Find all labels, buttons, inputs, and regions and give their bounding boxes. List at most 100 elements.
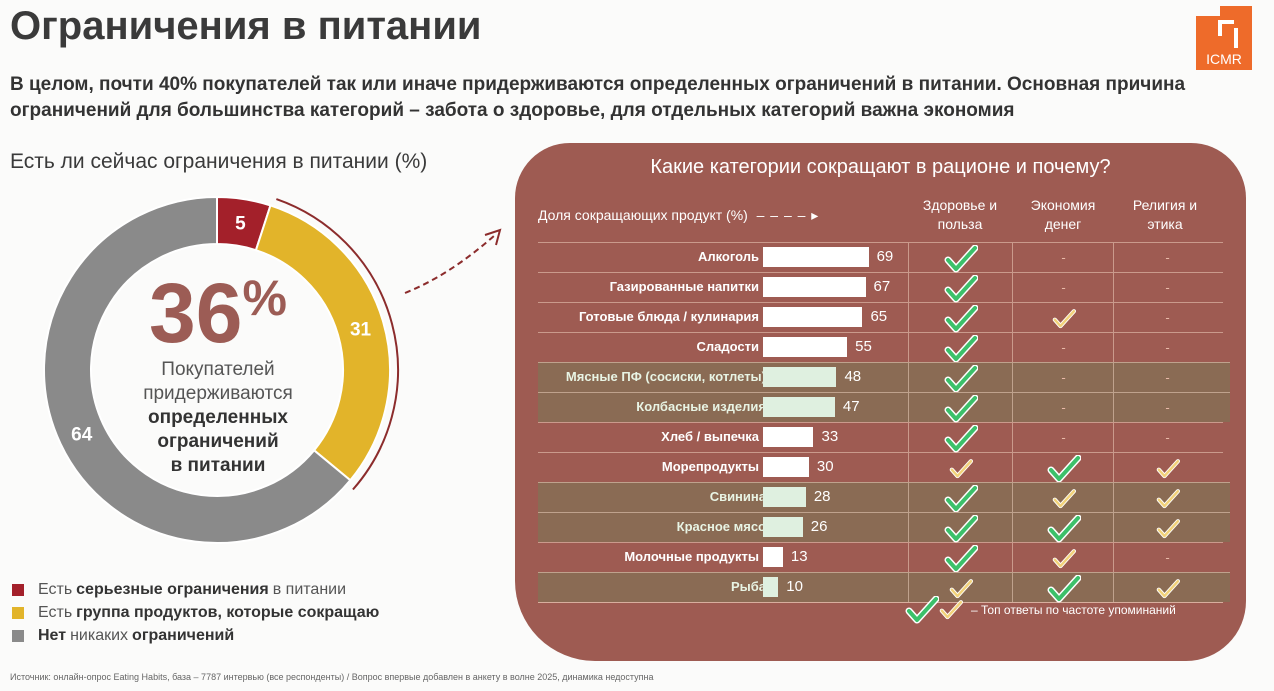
yellow-check-icon (1156, 488, 1180, 508)
row-label: Готовые блюда / кулинария (578, 309, 759, 324)
value-label: 47 (842, 398, 860, 415)
row-label: Молочные продукты (624, 549, 759, 564)
dash-mark: - (1165, 250, 1170, 265)
reason-cell (1012, 453, 1114, 483)
reason-cell (908, 363, 1013, 393)
green-check-icon (944, 334, 978, 363)
dash-mark: - (1061, 430, 1066, 445)
row-label: Свинина (709, 489, 766, 504)
legend-swatch (12, 629, 24, 642)
legend-text: в питании (272, 580, 347, 598)
highlight-arc (276, 198, 399, 491)
legend-text: никаких (70, 626, 129, 644)
center-value: 36% (100, 268, 336, 358)
table-row: Колбасные изделия 47 - - (538, 392, 1230, 423)
caption-line: придерживаются (143, 383, 293, 404)
value-label: 26 (810, 518, 828, 535)
reason-cell (1113, 573, 1221, 602)
dash-mark: - (1165, 370, 1170, 385)
col-header: Здоровье и польза (922, 197, 998, 232)
reason-cell (908, 513, 1013, 543)
bar-header: Доля сокращающих продукт (%) – – – – ▸ (538, 206, 819, 225)
reason-cell (908, 423, 1013, 453)
yellow-check-icon (1156, 578, 1180, 598)
arrow-head-icon (484, 228, 502, 246)
reason-cell: - (1113, 543, 1221, 572)
value-bar (763, 487, 806, 507)
green-check-icon (944, 424, 978, 453)
reason-cell: - (1012, 273, 1114, 302)
check-legend-text: – Топ ответы по частоте упоминаний (971, 603, 1176, 617)
row-label: Морепродукты (661, 459, 759, 474)
reason-cell (1012, 573, 1114, 603)
green-check-icon (1047, 574, 1081, 603)
yellow-check-icon (939, 600, 963, 620)
value-label: 13 (790, 548, 808, 565)
slice-label: 5 (235, 213, 246, 234)
donut-title: Есть ли сейчас ограничения в питании (%) (10, 150, 428, 173)
bar-header-text: Доля сокращающих продукт (%) (538, 207, 748, 223)
reason-cell: - (1113, 363, 1221, 392)
green-check-icon (1047, 454, 1081, 483)
page-subtitle: В целом, почти 40% покупателей так или и… (10, 74, 1186, 121)
reason-cell (1012, 513, 1114, 543)
table-row: Газированные напитки 67 - - (538, 272, 1223, 303)
dash-mark: - (1061, 250, 1066, 265)
legend-item: Нет никаких ограничений (12, 624, 383, 647)
page-title: Ограничения в питании (10, 4, 482, 48)
caption-line: Покупателей (161, 359, 275, 380)
value-bar (763, 247, 869, 267)
value-bar (763, 427, 814, 447)
caption-line: в питании (170, 455, 266, 476)
legend-swatch (12, 606, 24, 619)
table-row: Молочные продукты 13 - (538, 542, 1223, 573)
reason-cell (1012, 543, 1114, 572)
yellow-check-icon (1156, 518, 1180, 538)
yellow-check-icon (1052, 488, 1076, 508)
dash-mark: - (1165, 280, 1170, 295)
reason-cell (1113, 453, 1221, 482)
reason-cell: - (1113, 393, 1221, 422)
caption-line: определенных (147, 407, 288, 428)
value-bar (763, 517, 803, 537)
table-row: Мясные ПФ (сосиски, котлеты) 48 - - (538, 362, 1230, 393)
reason-cell: - (1113, 243, 1221, 272)
dash-mark: - (1165, 400, 1170, 415)
yellow-check-icon (1156, 458, 1180, 478)
green-check-icon (944, 244, 978, 273)
value-label: 67 (873, 278, 891, 295)
table-row: Свинина 28 (538, 482, 1230, 513)
value-label: 30 (816, 458, 834, 475)
row-label: Газированные напитки (609, 279, 759, 294)
col-header: Религия и этика (1132, 197, 1198, 232)
icmr-logo: ICMR (1196, 6, 1252, 70)
value-bar (763, 457, 809, 477)
row-label: Колбасные изделия (636, 399, 766, 414)
reason-cell (1012, 483, 1114, 512)
slice-label: 64 (71, 425, 93, 446)
green-check-icon (944, 364, 978, 393)
reason-cell: - (1012, 363, 1114, 392)
green-check-icon (944, 484, 978, 513)
table-row: Рыба 10 (538, 572, 1230, 603)
svg-text:ICMR: ICMR (1206, 51, 1242, 67)
value-label: 33 (821, 428, 839, 445)
table-row: Красное мясо 26 (538, 512, 1230, 543)
value-label: 10 (786, 578, 803, 595)
dash-mark: - (1061, 340, 1066, 355)
green-check-icon (1047, 514, 1081, 543)
reason-cell (908, 303, 1013, 333)
yellow-check-icon (949, 458, 973, 478)
reason-cell (908, 453, 1013, 482)
center-number: 36 (149, 266, 243, 360)
green-check-icon (944, 274, 978, 303)
green-check-icon (905, 596, 939, 624)
dash-mark: - (1165, 550, 1170, 565)
dash-mark: - (1061, 280, 1066, 295)
table-bottom-rule (538, 602, 1223, 603)
green-check-icon (944, 394, 978, 423)
reason-cell: - (1012, 333, 1114, 362)
value-label: 48 (844, 368, 862, 385)
row-label: Мясные ПФ (сосиски, котлеты) (565, 369, 766, 384)
slice-label: 31 (350, 319, 372, 340)
